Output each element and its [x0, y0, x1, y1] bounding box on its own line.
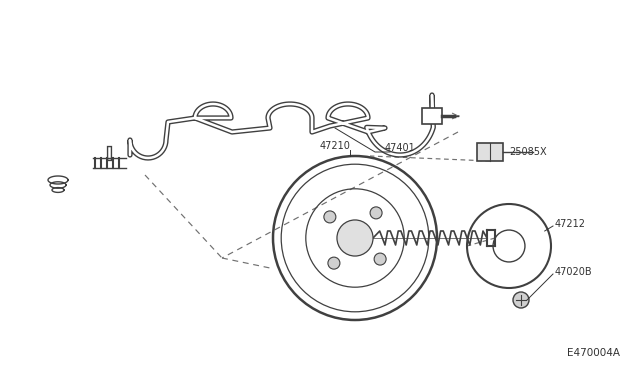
Text: 47401: 47401 — [385, 143, 416, 153]
Circle shape — [374, 253, 386, 265]
Circle shape — [370, 207, 382, 219]
Circle shape — [324, 211, 336, 223]
Text: 47020B: 47020B — [555, 267, 593, 277]
Circle shape — [513, 292, 529, 308]
FancyBboxPatch shape — [422, 108, 442, 124]
Text: E470004A: E470004A — [567, 348, 620, 358]
Text: 25085X: 25085X — [509, 147, 547, 157]
Text: 47212: 47212 — [555, 219, 586, 229]
Circle shape — [328, 257, 340, 269]
Circle shape — [337, 220, 373, 256]
FancyBboxPatch shape — [477, 143, 503, 161]
Text: 47210: 47210 — [319, 141, 351, 151]
